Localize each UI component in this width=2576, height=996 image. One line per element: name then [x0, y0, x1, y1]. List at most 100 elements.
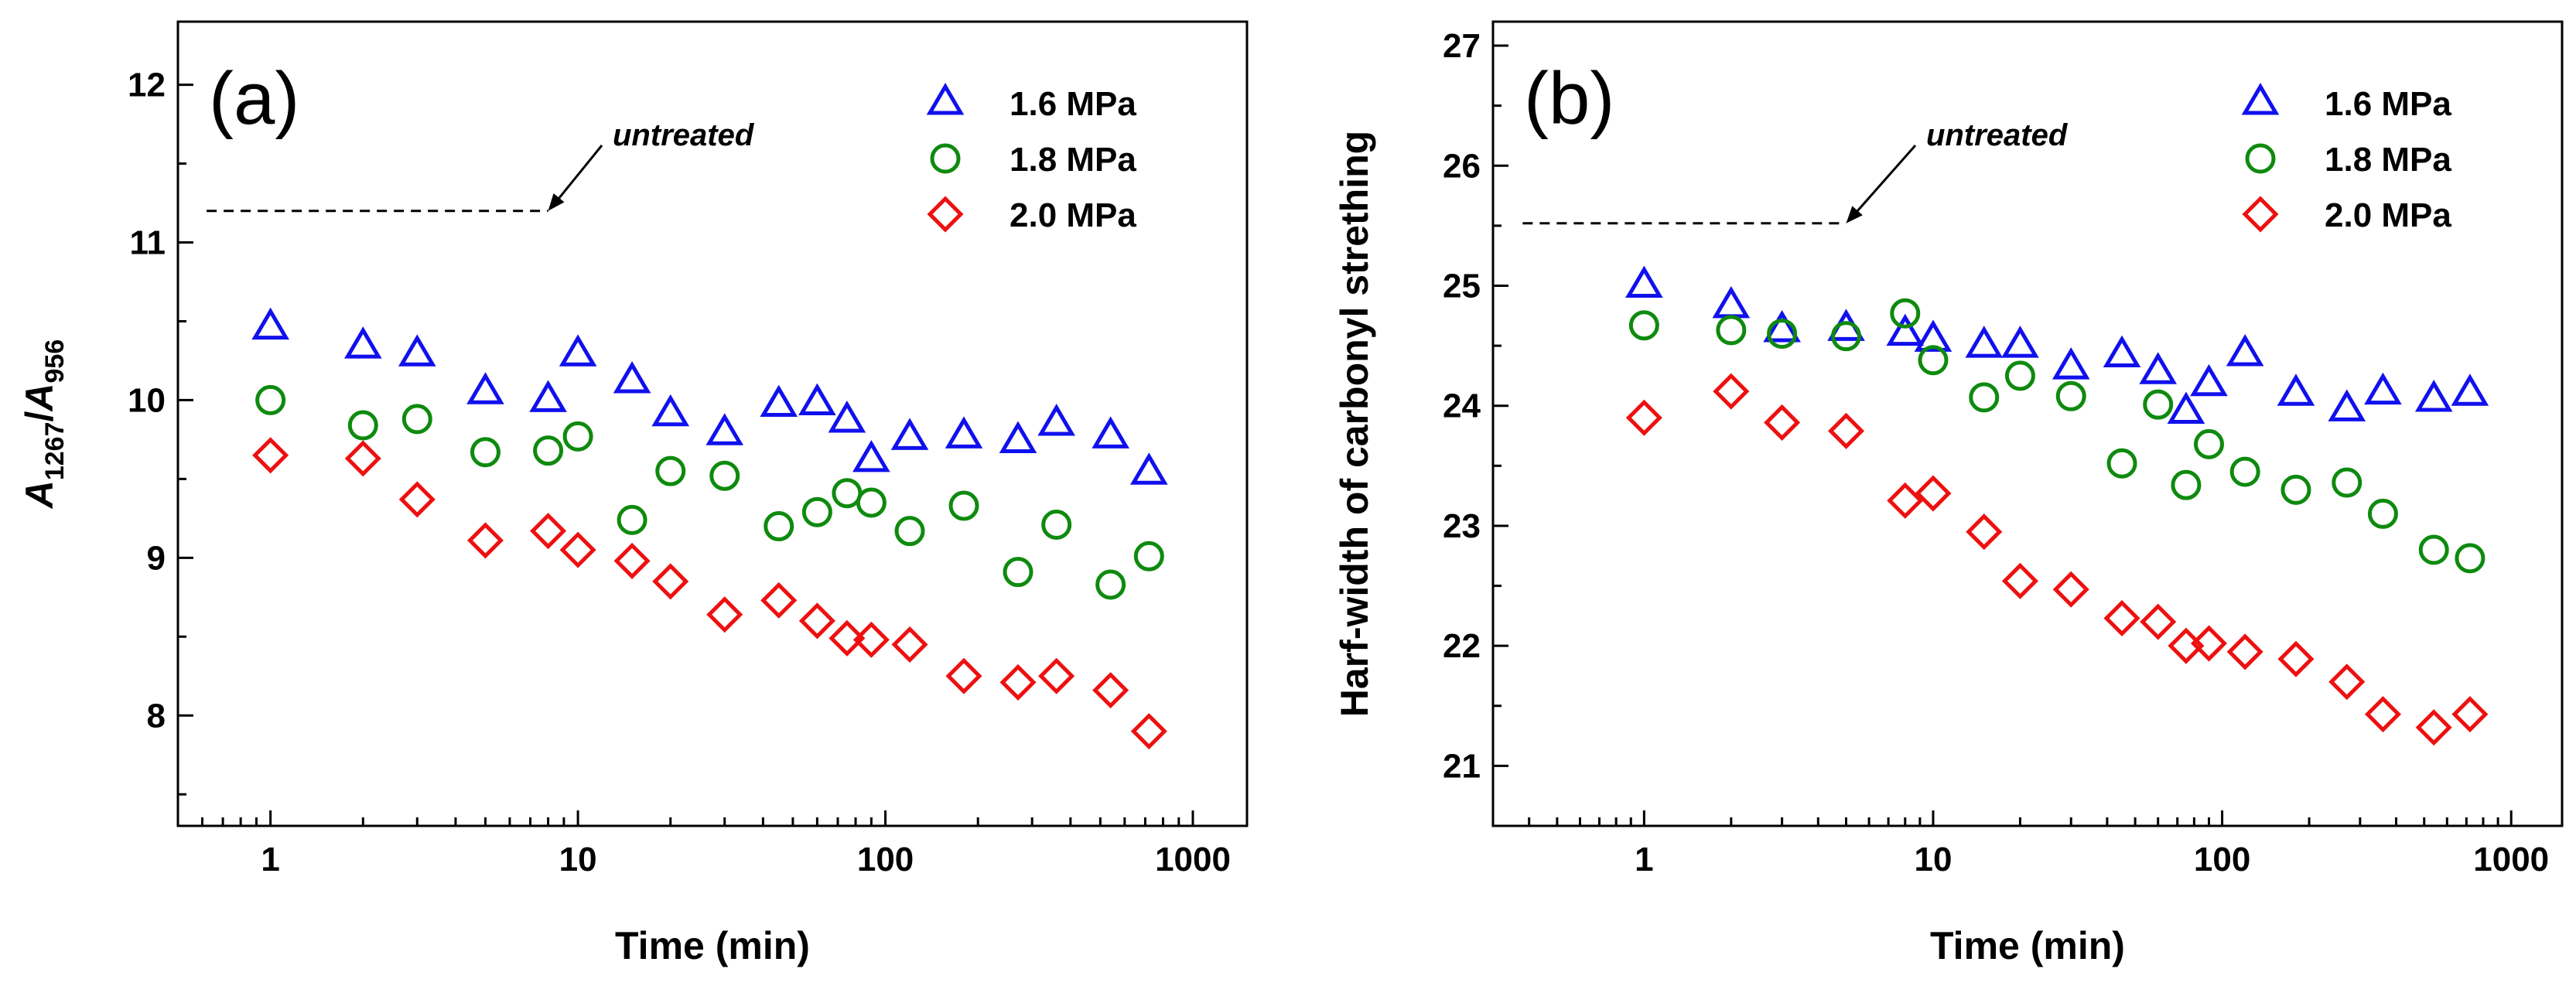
plot-frame: [176, 20, 1249, 827]
data-point: [529, 380, 567, 412]
data-point: [2451, 374, 2489, 406]
data-point: [891, 626, 928, 663]
data-point: [828, 619, 866, 657]
y-tick-label: 21: [1443, 747, 1481, 785]
data-point: [760, 582, 798, 619]
data-point: [466, 522, 504, 559]
data-point: [764, 511, 794, 542]
y-axis-title-part: A: [18, 383, 61, 412]
data-point: [559, 531, 596, 568]
data-point: [1918, 345, 1949, 376]
data-point: [2103, 599, 2140, 636]
data-point: [1886, 313, 1925, 346]
data-point: [705, 413, 744, 445]
data-point: [347, 410, 378, 441]
data-point: [613, 360, 651, 394]
data-point: [1092, 416, 1129, 449]
data-point: [1965, 326, 2004, 358]
data-point: [801, 496, 832, 527]
data-point: [2001, 326, 2039, 358]
data-point: [651, 394, 690, 427]
x-tick-label: 100: [2194, 841, 2250, 878]
data-point: [2226, 334, 2264, 367]
data-point: [828, 400, 866, 433]
data-point: [1764, 404, 1801, 441]
data-point: [1133, 541, 1164, 571]
y-axis-title-part: /: [18, 411, 61, 422]
series-1-6-mpa: [1625, 265, 2489, 424]
data-point: [1827, 412, 1865, 449]
data-point: [2103, 335, 2141, 368]
data-point: [2106, 448, 2137, 479]
data-point: [255, 384, 286, 415]
data-point: [1713, 373, 1750, 410]
data-point: [1915, 475, 1952, 512]
panel-label: (b): [1524, 57, 1614, 140]
data-point: [2415, 709, 2452, 746]
data-point: [466, 372, 504, 404]
data-point: [2332, 467, 2362, 498]
series-1-8-mpa: [255, 384, 1164, 600]
y-tick-label: 24: [1443, 387, 1481, 425]
data-point: [1763, 309, 1801, 343]
data-point: [344, 440, 381, 477]
data-point: [2280, 474, 2311, 505]
data-point: [1038, 657, 1075, 694]
data-point: [999, 663, 1037, 701]
data-point: [1130, 713, 1167, 750]
x-tick-label: 100: [857, 841, 914, 878]
data-point: [401, 404, 432, 435]
data-point: [2455, 543, 2485, 574]
x-tick-label: 10: [1914, 841, 1952, 878]
legend-marker: [930, 143, 961, 174]
data-point: [343, 326, 382, 359]
data-point: [2055, 380, 2086, 411]
data-point: [945, 416, 983, 449]
data-point: [1625, 265, 1663, 298]
data-point: [1887, 482, 1924, 519]
legend-label: 2.0 MPa: [1010, 196, 1136, 234]
annotation-arrow-shaft: [550, 145, 603, 209]
data-point: [1041, 510, 1072, 541]
x-axis-title: Time (min): [1930, 924, 2125, 967]
y-tick-label: 9: [147, 539, 166, 577]
data-point: [2328, 389, 2366, 421]
y-axis-title: Harf-width of carbonyl strething: [1333, 131, 1376, 717]
data-point: [798, 602, 835, 640]
data-point: [1969, 382, 2000, 413]
y-tick-label: 26: [1443, 147, 1481, 185]
data-point: [2171, 469, 2202, 500]
panel-label: (a): [209, 57, 299, 140]
data-point: [948, 490, 979, 521]
data-point: [2052, 347, 2090, 380]
data-point: [2167, 391, 2205, 424]
y-tick-label: 22: [1443, 627, 1481, 665]
legend-marker: [2245, 143, 2276, 174]
y-tick-label: 23: [1443, 507, 1481, 545]
data-point: [2451, 696, 2489, 733]
data-point: [2193, 428, 2224, 459]
data-point: [530, 513, 567, 550]
y-tick-label: 10: [128, 381, 166, 419]
y-axis-title-part: 956: [40, 339, 70, 384]
data-point: [613, 542, 651, 579]
data-point: [2418, 534, 2449, 565]
data-point: [252, 437, 289, 474]
legend-marker: [927, 196, 964, 233]
y-tick-label: 11: [129, 223, 166, 261]
y-axis-title-part: A: [18, 480, 61, 510]
data-point: [2139, 352, 2178, 384]
plot-frame: [1491, 20, 2564, 827]
data-point: [2364, 372, 2402, 405]
data-point: [894, 516, 925, 547]
data-point: [709, 460, 740, 491]
data-point: [655, 455, 686, 486]
data-point: [760, 384, 798, 418]
y-tick-label: 8: [147, 697, 166, 735]
y-tick-label: 27: [1443, 27, 1481, 65]
data-point: [1095, 569, 1126, 600]
series-2-0-mpa: [252, 437, 1167, 750]
legend-marker: [2242, 196, 2279, 233]
data-point: [1003, 557, 1033, 588]
